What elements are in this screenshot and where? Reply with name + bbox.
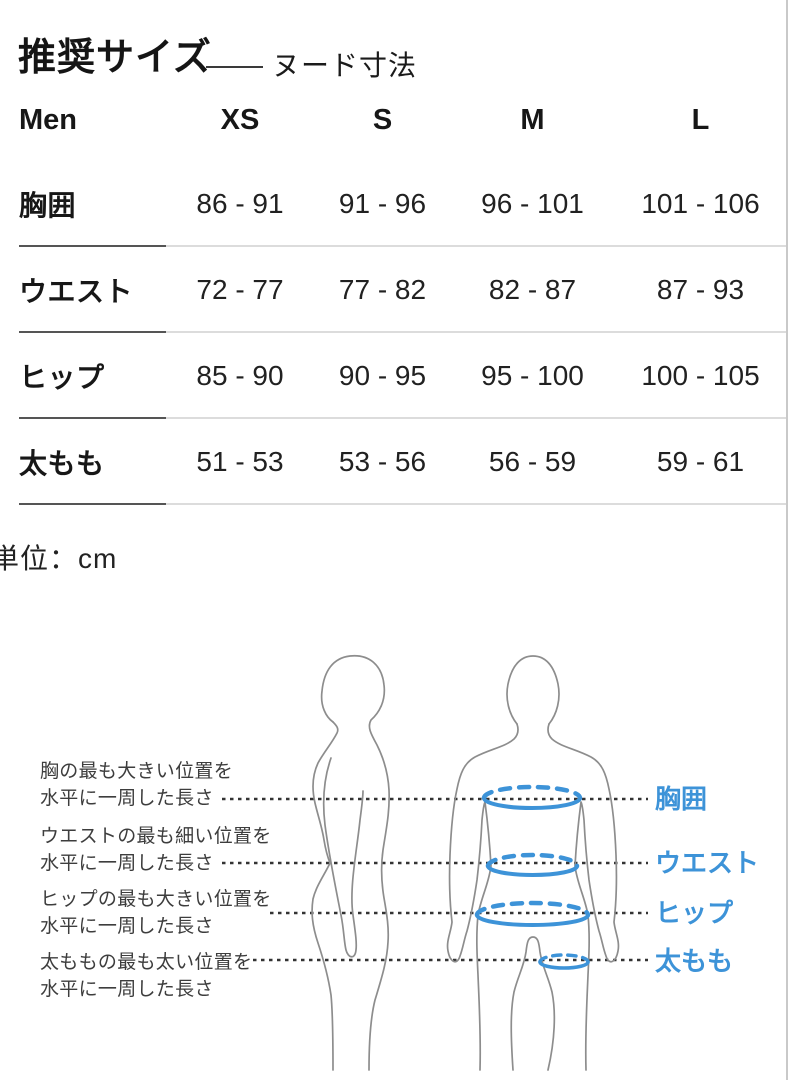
page-subtitle: ヌード寸法 <box>272 50 418 81</box>
cell-hip-m: 95 - 100 <box>481 360 584 391</box>
annotation-waist-line1: ウエストの最も細い位置を <box>40 826 272 847</box>
cell-thigh-s: 53 - 56 <box>338 446 427 477</box>
row-label-thigh: 太もも <box>19 448 105 479</box>
cell-waist-s: 77 - 82 <box>338 274 427 305</box>
chest-band-dashed <box>481 784 583 801</box>
row-label-waist: ウエスト <box>19 276 134 307</box>
row-divider <box>19 503 787 505</box>
table-row-thigh: 太もも 51 - 53 53 - 56 56 - 59 59 - 61 <box>0 419 791 505</box>
diagram-label-waist: ウエスト <box>655 848 760 878</box>
annotation-thigh: 太ももの最も太い位置を 水平に一周した長さ <box>40 949 252 1003</box>
size-column-xs: XS <box>220 103 260 136</box>
title-underline-rule <box>206 66 263 68</box>
size-column-m: M <box>520 103 545 136</box>
thigh-band-dashed <box>538 953 590 964</box>
annotation-chest: 胸の最も大きい位置を 水平に一周した長さ <box>40 758 233 812</box>
front-view-figure <box>446 655 620 1071</box>
row-divider <box>19 417 787 419</box>
table-row-waist: ウエスト 72 - 77 77 - 82 82 - 87 87 - 93 <box>0 247 791 333</box>
diagram-label-thigh: 太もも <box>655 946 734 976</box>
cell-waist-xs: 72 - 77 <box>196 274 284 305</box>
page-right-border <box>786 0 788 1080</box>
size-table-header-row: Men XS S M L <box>0 95 791 145</box>
annotation-chest-line2: 水平に一周した長さ <box>40 788 214 809</box>
diagram-label-chest: 胸囲 <box>655 784 708 814</box>
thigh-band <box>538 960 590 970</box>
annotation-waist-line2: 水平に一周した長さ <box>40 853 214 874</box>
row-label-chest: 胸囲 <box>19 190 77 221</box>
cell-chest-l: 101 - 106 <box>641 188 760 219</box>
hip-band <box>475 913 590 927</box>
side-view-figure <box>311 655 391 1071</box>
annotation-hip-line1: ヒップの最も大きい位置を <box>40 889 272 910</box>
row-divider-accent <box>19 417 166 419</box>
row-divider <box>19 331 787 333</box>
unit-note: 単位：cm <box>0 543 118 574</box>
annotation-waist: ウエストの最も細い位置を 水平に一周した長さ <box>40 823 272 877</box>
hip-band-dashed <box>474 900 591 918</box>
row-divider-accent <box>19 503 166 505</box>
table-row-hip: ヒップ 85 - 90 90 - 95 95 - 100 100 - 105 <box>0 333 791 419</box>
cell-chest-m: 96 - 101 <box>481 188 584 219</box>
chest-band <box>482 796 582 810</box>
size-column-l: L <box>691 103 710 136</box>
waist-band-dashed <box>485 852 580 869</box>
annotation-thigh-line2: 水平に一周した長さ <box>40 979 214 1000</box>
cell-thigh-l: 59 - 61 <box>656 446 745 477</box>
annotation-hip: ヒップの最も大きい位置を 水平に一周した長さ <box>40 886 272 940</box>
cell-thigh-xs: 51 - 53 <box>196 446 284 477</box>
cell-hip-l: 100 - 105 <box>641 360 760 391</box>
annotation-chest-line1: 胸の最も大きい位置を <box>40 761 234 782</box>
row-label-hip: ヒップ <box>19 362 105 393</box>
annotation-hip-line2: 水平に一周した長さ <box>40 916 214 937</box>
cell-hip-s: 90 - 95 <box>338 360 427 391</box>
cell-waist-m: 82 - 87 <box>488 274 577 305</box>
row-divider <box>19 245 787 247</box>
cell-hip-xs: 85 - 90 <box>196 360 284 391</box>
cell-waist-l: 87 - 93 <box>656 274 745 305</box>
table-row-chest: 胸囲 86 - 91 91 - 96 96 - 101 101 - 106 <box>0 161 791 247</box>
body-measurement-diagram <box>222 655 648 1071</box>
row-divider-accent <box>19 331 166 333</box>
annotation-thigh-line1: 太ももの最も太い位置を <box>40 952 253 973</box>
diagram-label-hip: ヒップ <box>655 898 734 928</box>
page-title: 推奨サイズ <box>18 37 212 79</box>
cell-thigh-m: 56 - 59 <box>488 446 577 477</box>
measurement-bands <box>474 784 591 970</box>
row-divider-accent <box>19 245 166 247</box>
gender-header: Men <box>19 103 77 136</box>
cell-chest-xs: 86 - 91 <box>196 188 284 219</box>
waist-band <box>486 864 579 877</box>
size-column-s: S <box>372 103 393 136</box>
cell-chest-s: 91 - 96 <box>338 188 427 219</box>
